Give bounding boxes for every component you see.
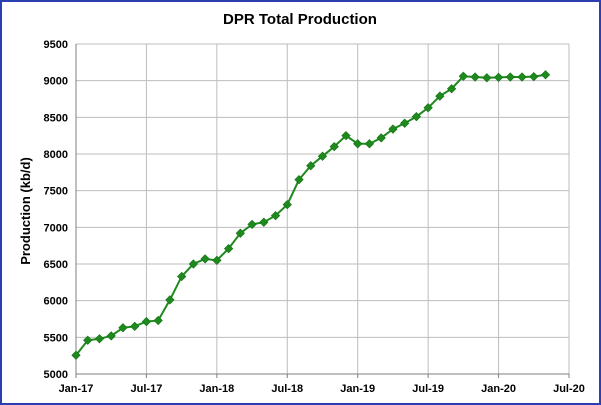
data-point [71, 350, 81, 360]
data-point [118, 323, 128, 333]
data-point [341, 131, 351, 141]
data-point [376, 133, 386, 143]
x-tick-label: Jan-19 [340, 383, 375, 395]
plot-area: 5000 5500 6000 6500 7000 7500 8000 8500 9000 9500… [44, 39, 585, 395]
chart-title: DPR Total Production [223, 11, 377, 28]
y-tick-label: 5000 [44, 369, 68, 381]
data-point [540, 70, 551, 80]
data-point [259, 217, 269, 227]
data-point [223, 243, 234, 254]
data-point [165, 295, 175, 305]
y-tick-label: 7000 [44, 222, 68, 234]
data-point [505, 72, 515, 82]
data-point [482, 73, 492, 83]
y-axis-label: Production (kb/d) [18, 157, 33, 265]
data-point [83, 335, 93, 345]
data-point [306, 161, 316, 171]
x-tick-label: Jan-18 [199, 383, 234, 395]
data-point [364, 139, 375, 149]
y-tick-label: 6000 [44, 296, 68, 308]
data-point [435, 91, 445, 101]
data-point [141, 316, 152, 327]
data-point [529, 72, 539, 82]
data-point [282, 199, 292, 210]
data-point [400, 118, 410, 128]
data-point [411, 111, 422, 122]
data-point [130, 321, 140, 331]
x-tick-label: Jan-17 [59, 383, 94, 395]
x-tick-label: Jan-20 [481, 383, 516, 395]
x-tick-label: Jul-19 [412, 383, 444, 395]
data-point [517, 72, 527, 82]
data-point [177, 271, 187, 282]
data-point [446, 84, 457, 94]
data-point [493, 72, 504, 82]
x-tick-label: Jul-17 [131, 383, 163, 395]
data-point [200, 254, 210, 264]
x-tick-label: Jul-18 [271, 383, 303, 395]
y-tick-label: 8500 [44, 112, 68, 124]
data-point [458, 71, 468, 81]
data-point [106, 331, 116, 341]
y-tick-label: 6500 [44, 259, 68, 271]
data-point [270, 210, 281, 221]
data-point [423, 103, 433, 113]
data-point [153, 315, 163, 326]
y-tick-label: 8000 [44, 149, 68, 161]
y-tick-label: 9500 [44, 39, 68, 51]
data-point [94, 334, 105, 344]
data-point [212, 255, 222, 265]
data-point [329, 142, 339, 152]
data-point [317, 151, 328, 161]
data-point [388, 124, 398, 134]
data-point [294, 175, 304, 185]
y-tick-label: 7500 [44, 186, 68, 198]
y-tick-label: 9000 [44, 76, 68, 88]
data-point [235, 228, 245, 238]
data-point [188, 259, 199, 269]
data-point [247, 219, 257, 230]
x-tick-label: Jul-20 [553, 383, 585, 395]
y-tick-label: 5500 [44, 332, 68, 344]
data-point [470, 72, 480, 82]
data-point [353, 139, 363, 149]
